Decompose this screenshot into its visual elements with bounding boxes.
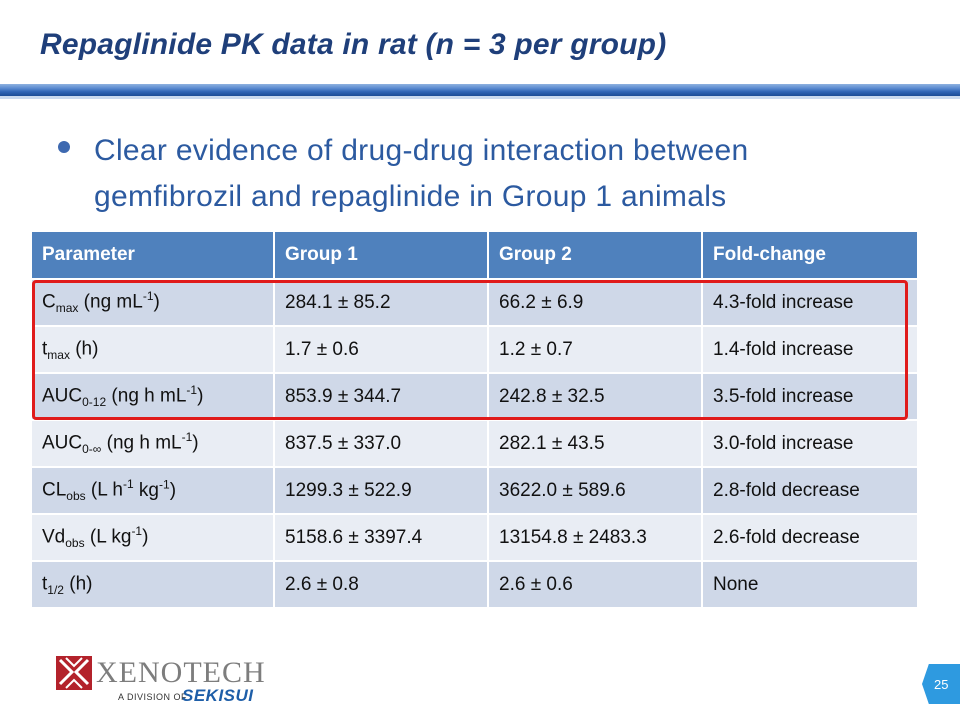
cell-fold-change: 4.3-fold increase [702, 278, 919, 326]
cell-fold-change: 1.4-fold increase [702, 325, 919, 373]
param-unit-tail: ) [153, 291, 160, 313]
cell-fold-change: 3.5-fold increase [702, 372, 919, 420]
bullet-text: Clear evidence of drug-drug interaction … [94, 134, 749, 213]
param-unit: (L kg [84, 526, 132, 548]
header-group2: Group 2 [488, 232, 703, 279]
param-symbol: C [42, 291, 56, 313]
cell-group1: 284.1 ± 85.2 [274, 278, 489, 326]
cell-parameter: AUC0-∞ (ng h mL-1) [32, 419, 275, 467]
param-subscript: 0-∞ [82, 442, 102, 457]
param-unit-tail: ) [142, 526, 149, 548]
param-symbol: Vd [42, 526, 66, 548]
param-unit: (h) [63, 573, 93, 595]
param-symbol: t [42, 573, 48, 595]
page-number: 25 [934, 677, 949, 692]
cell-group2: 3622.0 ± 589.6 [488, 466, 703, 514]
bullet-item: Clear evidence of drug-drug interaction … [58, 128, 918, 220]
param-unit: (L h [85, 479, 123, 501]
cell-group2: 1.2 ± 0.7 [488, 325, 703, 373]
param-subscript: max [47, 348, 70, 363]
cell-parameter: tmax (h) [32, 325, 275, 373]
logo-parent-brand: SEKISUI [182, 686, 254, 705]
cell-group2: 13154.8 ± 2483.3 [488, 513, 703, 561]
cell-fold-change: 3.0-fold increase [702, 419, 919, 467]
cell-parameter: AUC0-12 (ng h mL-1) [32, 372, 275, 420]
param-unit-tail: kg-1) [133, 477, 177, 501]
cell-group1: 853.9 ± 344.7 [274, 372, 489, 420]
title-divider-light [0, 96, 960, 99]
param-unit: (ng mL [78, 291, 143, 313]
cell-fold-change: 2.8-fold decrease [702, 466, 919, 514]
bullet-dot-icon [58, 141, 70, 153]
param-unit: (ng h mL [106, 385, 187, 407]
cell-parameter: Cmax (ng mL-1) [32, 278, 275, 326]
xenotech-mark-icon [56, 656, 92, 690]
title-divider [0, 84, 960, 96]
param-symbol: t [42, 338, 48, 360]
cell-group1: 5158.6 ± 3397.4 [274, 513, 489, 561]
param-superscript: -1 [131, 524, 143, 539]
param-superscript: -1 [186, 383, 198, 398]
param-unit: (h) [69, 338, 99, 360]
cell-fold-change: 2.6-fold decrease [702, 513, 919, 561]
param-symbol: AUC [42, 385, 83, 407]
param-unit-tail: ) [192, 432, 199, 454]
param-superscript: -1 [159, 477, 170, 492]
header-fold-change: Fold-change [702, 232, 919, 279]
cell-group2: 242.8 ± 32.5 [488, 372, 703, 420]
cell-group1: 1299.3 ± 522.9 [274, 466, 489, 514]
cell-group1: 2.6 ± 0.8 [274, 560, 489, 607]
param-unit-kg: kg [133, 479, 160, 501]
table-row: AUC0-12 (ng h mL-1) 853.9 ± 344.7 242.8 ± … [32, 372, 919, 420]
cell-fold-change: None [702, 560, 919, 607]
cell-parameter: t1/2 (h) [32, 560, 275, 607]
logo-wordmark: XENOTECH [96, 656, 266, 689]
cell-group2: 282.1 ± 43.5 [488, 419, 703, 467]
pk-data-table: Parameter Group 1 Group 2 Fold-change Cm… [32, 232, 919, 607]
param-symbol: CL [42, 479, 67, 501]
param-subscript: obs [66, 489, 86, 504]
param-symbol: AUC [42, 432, 83, 454]
slide-title: Repaglinide PK data in rat (n = 3 per gr… [40, 28, 667, 61]
table-row: Cmax (ng mL-1) 284.1 ± 85.2 66.2 ± 6.9 4.3-… [32, 278, 919, 326]
cell-group2: 66.2 ± 6.9 [488, 278, 703, 326]
table-header-row: Parameter Group 1 Group 2 Fold-change [32, 232, 919, 279]
param-subscript: 0-12 [82, 395, 107, 410]
cell-parameter: Vdobs (L kg-1) [32, 513, 275, 561]
table-row: CLobs (L h-1 kg-1) 1299.3 ± 522.9 3622.0 ±… [32, 466, 919, 514]
cell-group2: 2.6 ± 0.6 [488, 560, 703, 607]
param-subscript: 1/2 [47, 583, 64, 598]
param-superscript: -1 [142, 289, 154, 304]
param-unit: (ng h mL [101, 432, 182, 454]
param-subscript: obs [65, 536, 85, 551]
header-group1: Group 1 [274, 232, 489, 279]
param-close-paren: ) [169, 479, 177, 501]
page-number-tab [922, 664, 960, 704]
param-subscript: max [55, 301, 79, 316]
param-unit-tail: ) [197, 385, 204, 407]
table-row: Vdobs (L kg-1) 5158.6 ± 3397.4 13154.8 ± 2… [32, 513, 919, 561]
header-parameter: Parameter [32, 232, 275, 279]
cell-group1: 1.7 ± 0.6 [274, 325, 489, 373]
company-logo: XENOTECH A DIVISION OF SEKISUI [56, 652, 265, 708]
cell-parameter: CLobs (L h-1 kg-1) [32, 466, 275, 514]
table-row: t1/2 (h) 2.6 ± 0.8 2.6 ± 0.6 None [32, 560, 919, 607]
table-row: AUC0-∞ (ng h mL-1) 837.5 ± 337.0 282.1 ± 4… [32, 419, 919, 467]
logo-division-text: A DIVISION OF [118, 692, 188, 702]
param-superscript: -1 [181, 430, 193, 445]
cell-group1: 837.5 ± 337.0 [274, 419, 489, 467]
table-row: tmax (h) 1.7 ± 0.6 1.2 ± 0.7 1.4-fold incre… [32, 325, 919, 373]
param-superscript: -1 [122, 477, 134, 492]
